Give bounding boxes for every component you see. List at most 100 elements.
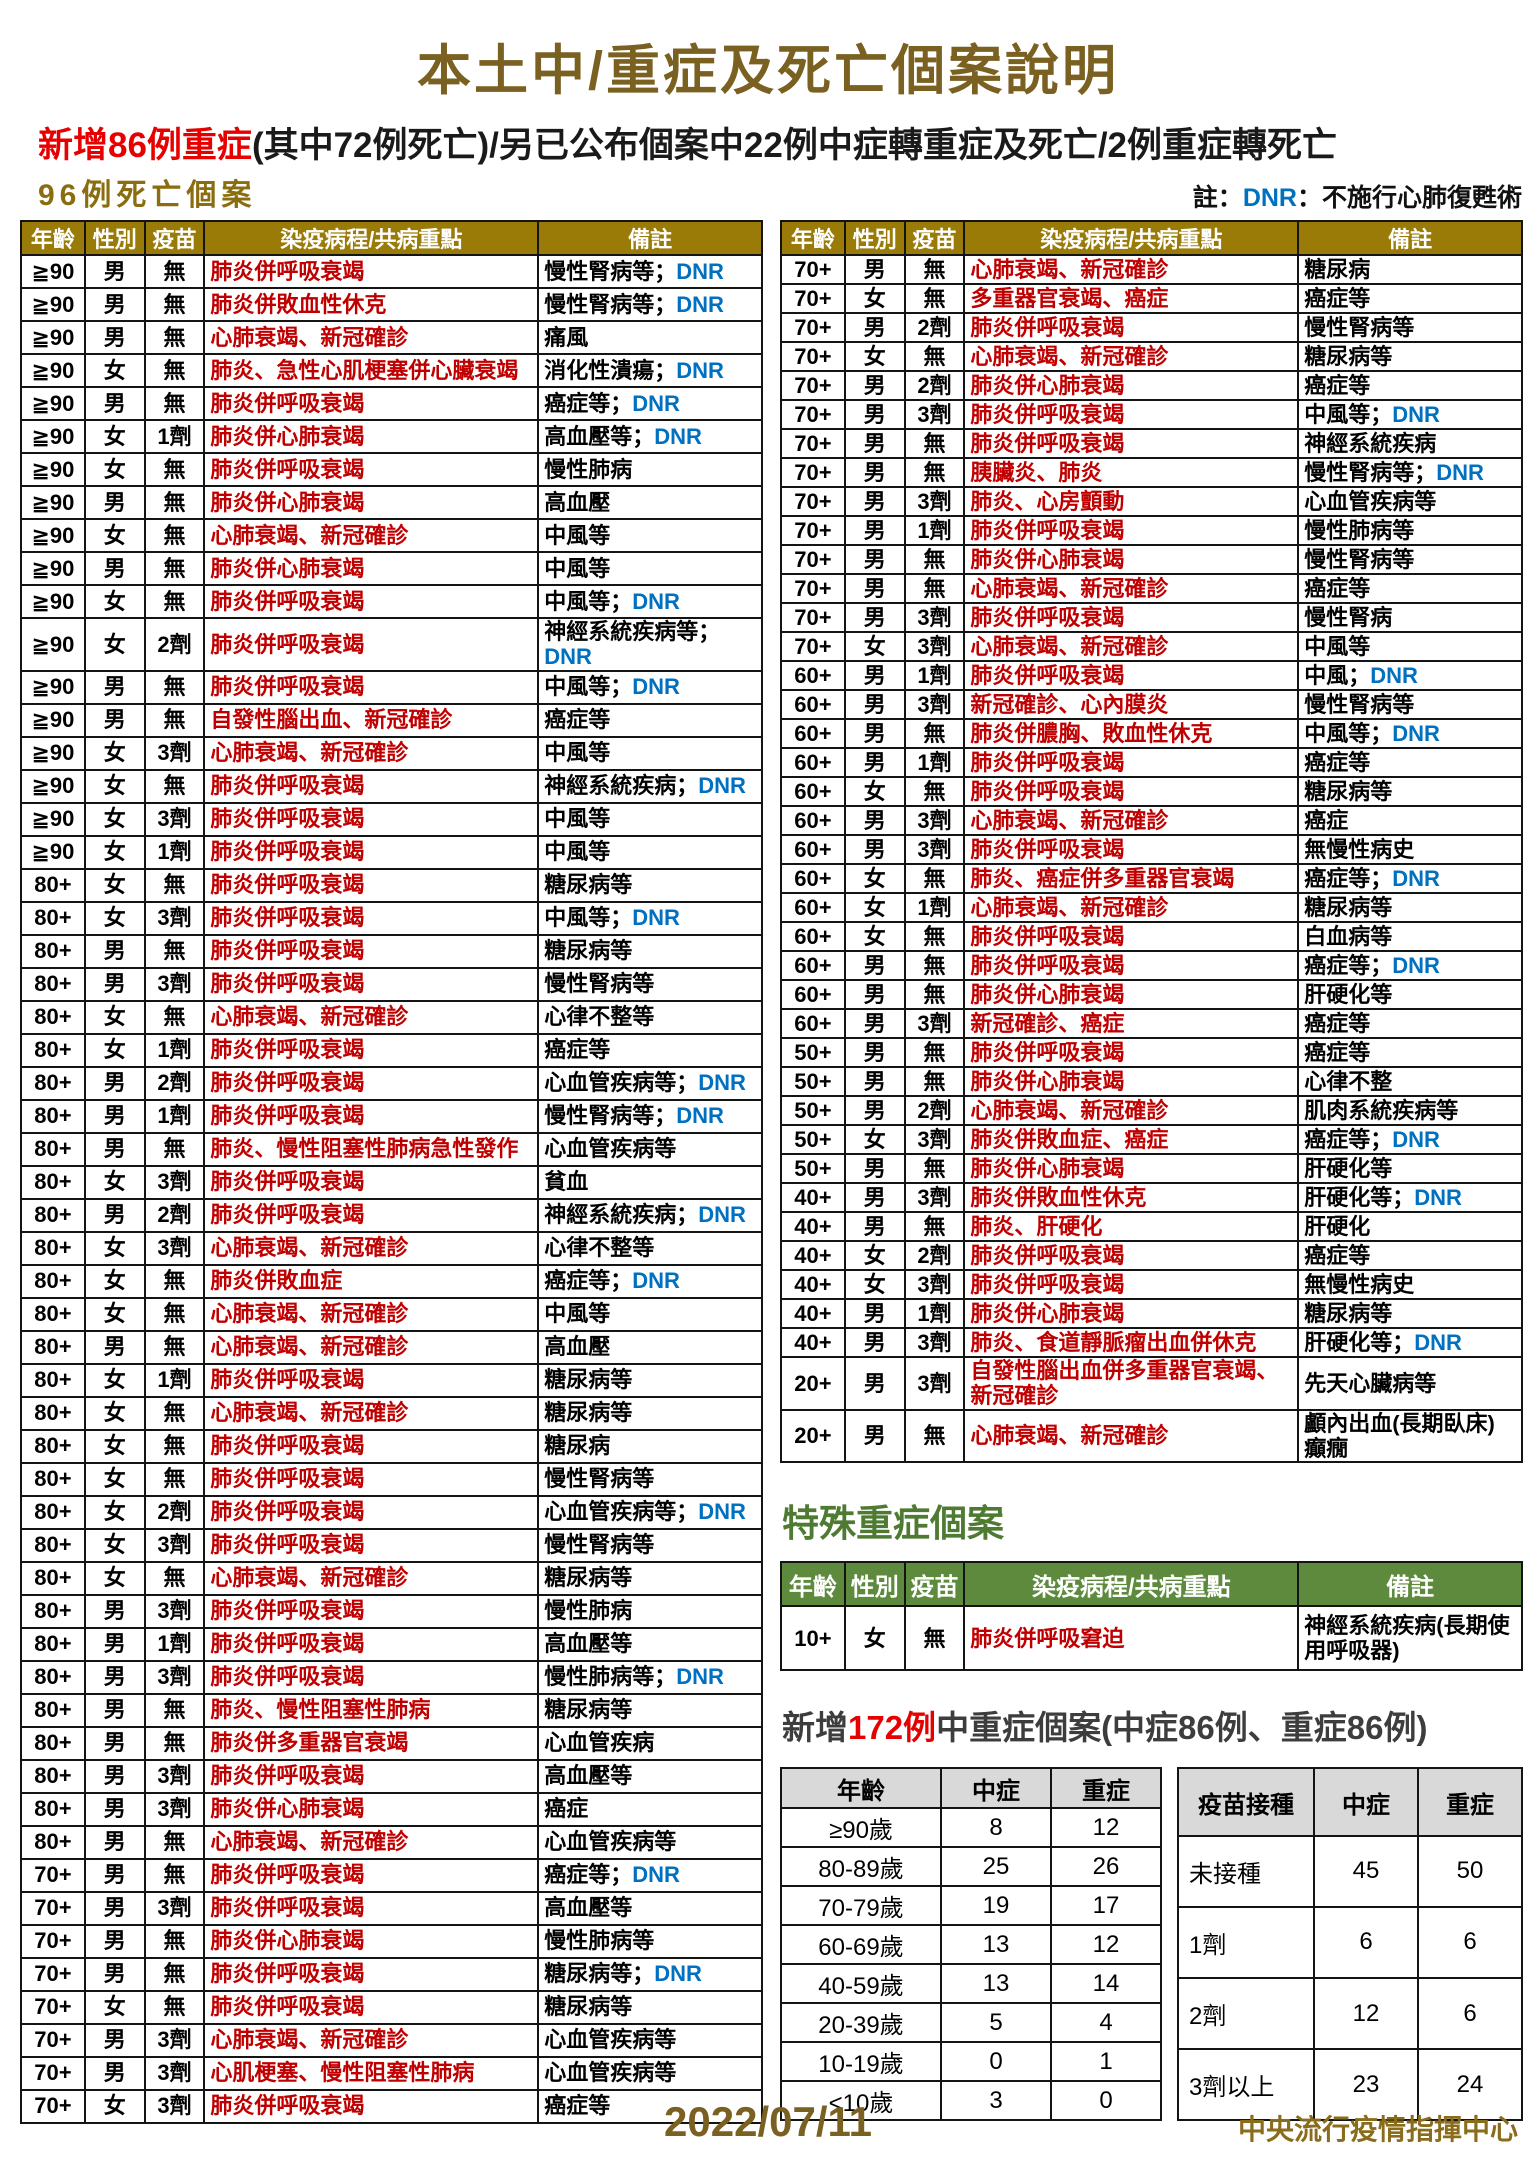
age-cell: 70+ [780, 631, 846, 662]
vaccine-cell: 1劑 [903, 747, 966, 778]
age-cell: ≧90 [20, 254, 86, 289]
note-cell: 中風等 [1297, 631, 1523, 662]
summary-row: 10-19歲 0 1 [780, 2041, 1162, 2083]
label-cell: 70-79歲 [780, 1885, 942, 1927]
vaccine-cell: 3劑 [143, 2055, 206, 2091]
column-header: 性別 [843, 220, 906, 256]
case-row: 70+ 男無肺炎併心肺衰竭 慢性腎病等 [780, 544, 1523, 575]
case-row: ≧90 男無心肺衰竭、新冠確診 痛風 [20, 320, 763, 355]
course-cell: 心肺衰竭、新冠確診 [203, 1296, 540, 1332]
age-cell: ≧90 [20, 702, 86, 738]
vaccine-cell: 無 [903, 921, 966, 952]
course-cell: 心肺衰竭、新冠確診 [203, 2022, 540, 2058]
sex-cell: 男 [83, 386, 146, 421]
vaccine-cell: 3劑 [903, 1182, 966, 1213]
deaths-heading: 96例死亡個案 [38, 179, 257, 212]
sex-cell: 男 [83, 1065, 146, 1101]
header-row: 年齡 中症 重症 [780, 1767, 1162, 1810]
note-cell: 糖尿病等 [1297, 1298, 1523, 1329]
age-cell: 80+ [20, 999, 86, 1035]
age-cell: ≧90 [20, 801, 86, 837]
header-row: 年齡 性別 疫苗 染疫病程/共病重點 備註 [20, 220, 763, 256]
footer-date: 2022/07/11 [664, 2098, 872, 2145]
vaccine-cell: 3劑 [903, 1327, 966, 1358]
dnr-label: DNR [544, 644, 592, 670]
vaccine-cell: 無 [143, 768, 206, 804]
summary-row: <10歲 3 0 [780, 2080, 1162, 2122]
case-row: 70+ 男無心肺衰竭、新冠確診 癌症等 [780, 573, 1523, 604]
vaccine-cell: 3劑 [143, 966, 206, 1002]
case-row: 70+ 女 3劑 心肺衰竭、新冠確診 中風等 [780, 631, 1523, 662]
age-cell: ≧90 [20, 669, 86, 705]
age-cell: 70+ [20, 2022, 86, 2058]
vaccine-cell: 無 [903, 1037, 966, 1068]
count-cell: 4 [1050, 2002, 1162, 2044]
note-cell: 心血管疾病等；DNR [537, 1494, 763, 1530]
summary-row: 70-79歲 19 17 [780, 1885, 1162, 1927]
note-cell: 心血管疾病等 [537, 2022, 763, 2058]
note-cell: 慢性腎病等 [537, 1527, 763, 1563]
course-cell: 肺炎併呼吸衰竭 [203, 1197, 540, 1233]
course-cell: 肺炎併呼吸衰竭 [203, 1428, 540, 1464]
note-cell: 心血管疾病等 [537, 1824, 763, 1860]
sex-cell: 女 [843, 1269, 906, 1300]
summary-row: 1劑 6 6 [1177, 1905, 1523, 1980]
course-cell: 肺炎併呼吸衰竭 [203, 966, 540, 1002]
sex-cell: 女 [843, 1605, 906, 1672]
age-cell: 70+ [20, 1923, 86, 1959]
vaccine-cell: 3劑 [903, 486, 966, 517]
header-row: 年齡 性別 疫苗 染疫病程/共病重點 備註 [780, 1561, 1523, 1608]
case-row: 80+ 男無肺炎、慢性阻塞性肺病急性發作 心血管疾病等 [20, 1131, 763, 1167]
column-header: 年齡 [780, 1767, 942, 1810]
summary-row: 60-69歲 13 12 [780, 1924, 1162, 1966]
summary-row: ≥90歲 8 12 [780, 1807, 1162, 1849]
age-cell: 70+ [20, 1890, 86, 1926]
course-cell: 肺炎、慢性阻塞性肺病急性發作 [203, 1131, 540, 1167]
case-row: 20+ 男無心肺衰竭、新冠確診 顱內出血(長期臥床) 癲癇 [780, 1408, 1523, 1464]
age-cell: 60+ [780, 747, 846, 778]
note-cell: 糖尿病等 [537, 1395, 763, 1431]
vaccine-cell: 3劑 [143, 1527, 206, 1563]
age-cell: 70+ [780, 515, 846, 546]
age-cell: 50+ [780, 1066, 846, 1097]
age-cell: 80+ [20, 1461, 86, 1497]
age-cell: 80+ [20, 933, 86, 969]
sex-cell: 男 [83, 933, 146, 969]
column-header: 性別 [83, 220, 146, 256]
sex-cell: 男 [843, 1095, 906, 1126]
age-cell: 60+ [780, 921, 846, 952]
vaccine-cell: 3劑 [143, 1659, 206, 1695]
vaccine-cell: 無 [143, 1296, 206, 1332]
age-cell: 10+ [780, 1605, 846, 1672]
age-cell: 80+ [20, 1032, 86, 1068]
course-cell: 肺炎併呼吸衰竭 [203, 2088, 540, 2124]
dnr-label: DNR [1392, 952, 1440, 978]
note-cell: 中風等 [537, 551, 763, 586]
age-cell: 80+ [20, 1659, 86, 1695]
course-cell: 肺炎併呼吸衰竭 [203, 1956, 540, 1992]
case-row: 70+ 男 3劑 肺炎、心房顫動 心血管疾病等 [780, 486, 1523, 517]
case-row: ≧90 男無肺炎併呼吸衰竭 癌症等；DNR [20, 386, 763, 421]
course-cell: 心肺衰竭、新冠確診 [963, 631, 1300, 662]
vaccine-cell: 無 [143, 1989, 206, 2025]
count-cell: 12 [1313, 1976, 1419, 2051]
dnr-label: DNR [698, 1070, 746, 1096]
count-cell: 25 [940, 1846, 1052, 1888]
course-cell: 肺炎併呼吸衰竭 [203, 933, 540, 969]
age-cell: 80+ [20, 1131, 86, 1167]
sex-cell: 女 [83, 1494, 146, 1530]
vaccine-cell: 3劑 [903, 631, 966, 662]
vaccine-cell: 3劑 [143, 900, 206, 936]
course-cell: 心肌梗塞、慢性阻塞性肺病 [203, 2055, 540, 2091]
sex-cell: 女 [83, 1428, 146, 1464]
course-cell: 新冠確診、癌症 [963, 1008, 1300, 1039]
course-cell: 肺炎併呼吸衰竭 [963, 1269, 1300, 1300]
course-cell: 肺炎併呼吸衰竭 [203, 1527, 540, 1563]
note-cell: 心血管疾病等；DNR [537, 1065, 763, 1101]
vaccine-cell: 無 [143, 518, 206, 553]
case-row: 80+ 男 3劑 肺炎併呼吸衰竭 慢性肺病等；DNR [20, 1659, 763, 1695]
vaccine-cell: 無 [143, 287, 206, 322]
vaccine-cell: 無 [143, 1263, 206, 1299]
note-cell: 癌症 [537, 1791, 763, 1827]
dnr-label: DNR [632, 674, 680, 700]
